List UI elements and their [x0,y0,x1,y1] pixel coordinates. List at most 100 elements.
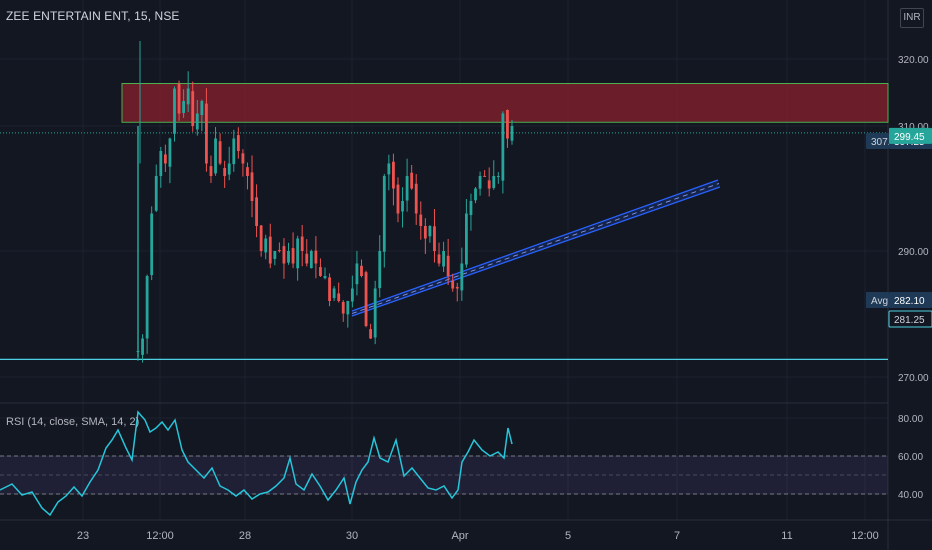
candle [337,282,341,303]
candle [414,174,418,225]
avg-price-tag: 282.10 [894,296,925,307]
last-price-tag-bg [889,127,932,144]
candle [186,71,190,113]
time-tick-label: 12:00 [851,530,879,542]
candle-body [433,226,436,251]
candle-body [437,254,441,264]
candle [501,111,505,194]
symbol-title[interactable]: ZEE ENTERTAIN ENT, 15, NSE [6,9,180,23]
candle [154,164,158,213]
candle [282,238,286,279]
rsi-indicator-label[interactable]: RSI (14, close, SMA, 14, 2) [6,416,140,428]
price-tick-label: 310.00 [898,122,929,133]
candle-body [200,101,204,115]
candle-body [496,176,500,177]
candle [382,173,386,268]
candle-body [487,180,491,189]
avg-tag-bg [866,292,889,308]
candle [355,250,359,296]
candle-body [419,214,423,226]
candle-body [469,201,473,216]
candle-body [410,172,414,189]
candle-body [282,246,286,264]
candle [200,99,204,132]
candle-body [373,288,377,338]
candle [423,218,427,254]
candle [259,225,263,257]
candle-body [346,301,350,315]
candle [277,242,281,253]
candle [492,160,496,190]
candle-body [246,167,249,176]
candle-body [506,109,509,139]
candle-body [273,251,277,259]
candle [268,223,272,269]
candle-body [168,138,172,167]
candle-body [328,277,331,301]
candle-body [214,138,217,174]
candle [496,172,500,184]
candle-body [355,263,359,285]
time-tick-label: 7 [674,530,680,542]
candle-body [446,255,450,276]
candle [323,267,327,280]
candle [195,99,199,136]
high-tag-bg [866,133,889,149]
candle-body [492,176,496,188]
candle-body [323,276,327,279]
candle [296,235,300,281]
channel-edge [351,186,721,317]
candle [218,133,222,166]
candle [227,146,231,181]
candle-body [483,175,487,177]
supply-zone-rect [121,83,889,123]
candle [460,247,464,301]
candle [410,165,414,190]
candle [255,184,258,238]
time-axis: 23 12:00 28 30 Apr 5 7 11 12:00 [77,530,879,542]
candle [469,193,473,231]
channel-midline [351,183,720,314]
candle [401,187,404,228]
candle-body [414,183,418,214]
candle-body [337,293,341,301]
candle-body [195,113,199,130]
candle-body [401,201,404,212]
currency-badge[interactable]: INR [900,8,924,28]
candle-body [387,163,391,175]
rsi-tick-label: 80.00 [898,414,923,425]
candle-body [360,265,363,276]
candle [314,236,318,279]
candle [250,155,254,218]
candle [173,86,176,142]
candle [506,109,509,148]
time-tick-label: 5 [565,530,571,542]
candle [373,280,377,345]
candle-body [205,103,208,164]
candle [141,334,144,363]
avg-price-tag-bg [889,292,932,308]
trend-channel [351,179,721,317]
candle [264,234,268,260]
rsi-line [0,410,513,517]
candle-body [314,250,318,264]
candle-body [291,248,295,264]
candle-body [277,250,281,252]
candle-body [405,176,409,201]
candle-body [451,280,455,289]
time-tick-label: 11 [781,530,792,542]
candle [487,167,491,197]
candle [182,89,186,118]
candle-body [378,251,382,289]
candle [168,137,172,184]
candle-body [264,238,268,253]
candle-body [300,236,304,251]
candle [241,149,245,177]
candle [177,80,181,121]
candle [305,239,309,267]
candle [150,206,154,281]
candle-body [510,126,514,141]
candle [510,119,514,145]
candle [419,201,423,240]
